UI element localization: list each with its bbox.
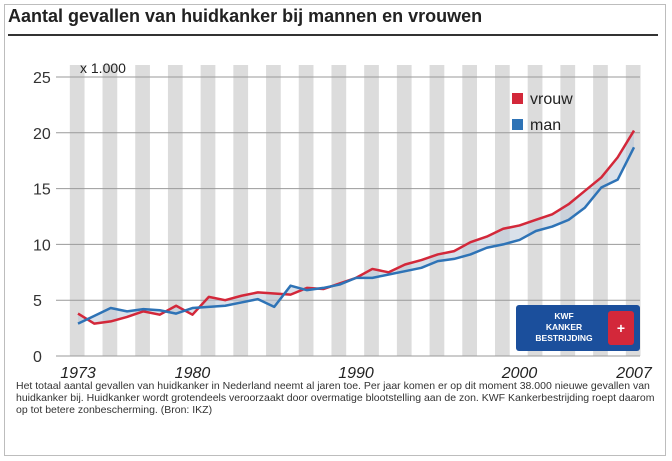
legend: vrouw man: [512, 91, 573, 134]
kwf-sign-icon: +: [608, 311, 634, 345]
year-stripe: [593, 65, 608, 356]
legend-swatch-vrouw: [512, 93, 523, 104]
y-tick-label: 0: [33, 349, 42, 366]
year-stripe: [495, 65, 510, 356]
x-tick-label: 1990: [338, 365, 374, 382]
y-tick-label: 20: [33, 126, 51, 143]
year-stripe: [102, 65, 118, 356]
y-tick-label: 10: [33, 237, 51, 254]
year-stripe: [233, 65, 249, 356]
x-axis: 1973 1980 1990 2000 2007: [60, 365, 653, 382]
y-axis: 0 5 10 15 20 25 x 1.000: [33, 60, 126, 366]
x-tick-label: 2007: [615, 365, 653, 382]
legend-label-man: man: [530, 117, 561, 134]
caption: Het totaal aantal gevallen van huidkanke…: [16, 380, 655, 416]
year-stripe: [396, 65, 412, 356]
logo-line: BESTRIJDING: [535, 333, 593, 343]
series-lines: [77, 129, 636, 325]
x-tick-label: 1973: [60, 365, 96, 382]
kwf-logo: KWF KANKER BESTRIJDING +: [516, 305, 640, 351]
year-stripe: [462, 65, 478, 356]
y-tick-label: 15: [33, 182, 51, 199]
legend-swatch-man: [512, 119, 523, 130]
series-line-man: [77, 146, 636, 325]
year-stripe: [167, 65, 183, 356]
chart-title: Aantal gevallen van huidkanker bij manne…: [8, 6, 483, 26]
logo-line: KANKER: [545, 322, 583, 332]
logo-line: KWF: [554, 311, 574, 321]
gap-fill: [78, 130, 634, 324]
y-tick-label: 25: [33, 70, 51, 87]
year-stripes: [69, 65, 641, 356]
year-stripe: [527, 65, 543, 356]
year-stripe: [331, 65, 347, 356]
year-stripe: [429, 65, 445, 356]
legend-label-vrouw: vrouw: [530, 91, 573, 108]
series-gap-area: [78, 130, 634, 324]
year-stripe: [135, 65, 150, 356]
year-stripe: [266, 65, 281, 356]
y-gridlines: [56, 76, 640, 357]
x-tick-label: 1980: [175, 365, 211, 382]
year-stripe: [200, 65, 216, 356]
year-stripe: [364, 65, 379, 356]
y-tick-label: 5: [33, 293, 42, 310]
year-stripe: [69, 65, 85, 356]
title-divider: [8, 34, 658, 36]
kwf-logo-text: KWF KANKER BESTRIJDING: [524, 311, 604, 344]
year-stripe: [298, 65, 314, 356]
y-unit-label: x 1.000: [80, 60, 126, 76]
x-tick-label: 2000: [501, 365, 538, 382]
